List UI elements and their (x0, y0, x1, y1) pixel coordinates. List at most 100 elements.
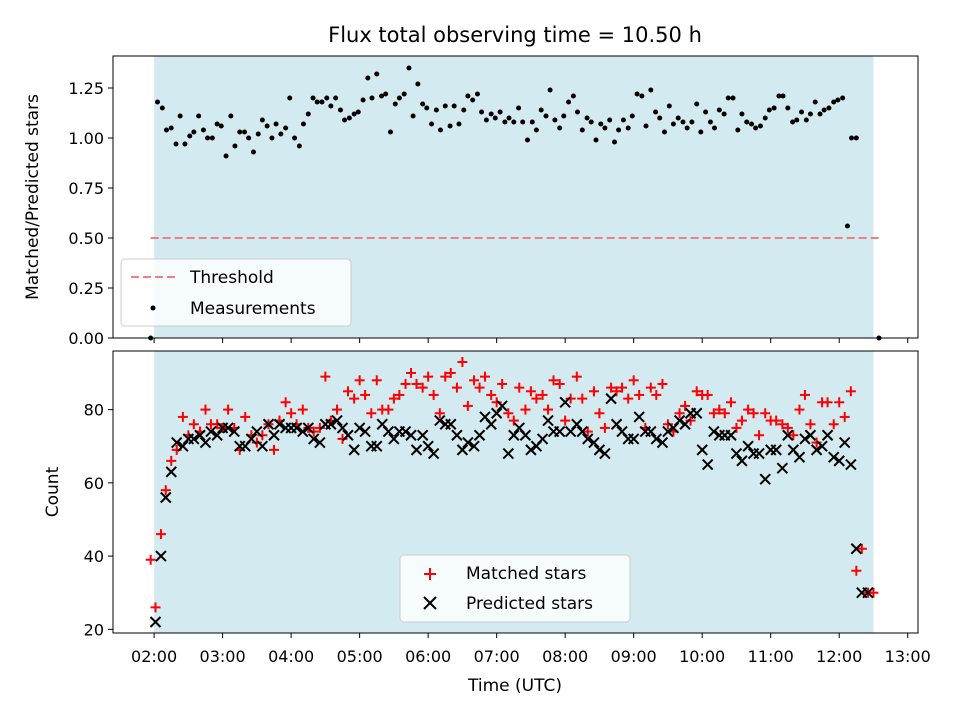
matched-star-point (423, 371, 434, 382)
predicted-star-point (211, 429, 223, 441)
x-axis-label: Time (UTC) (467, 676, 562, 696)
matched-star-point (212, 419, 223, 430)
measurement-point (342, 117, 348, 123)
measurement-point (803, 117, 809, 123)
measurement-point (570, 93, 576, 99)
matched-star-point (388, 393, 399, 404)
measurement-point (379, 93, 385, 99)
measurement-point (821, 107, 827, 113)
matched-star-point (571, 371, 582, 382)
matched-star-point (486, 389, 497, 400)
matched-star-point (828, 419, 839, 430)
predicted-star-point (701, 458, 714, 471)
top-y-tick-label: 0.00 (68, 329, 104, 348)
bottom-legend: Matched stars Predicted stars (399, 554, 631, 623)
predicted-star-point (353, 422, 366, 434)
matched-star-point (868, 587, 879, 598)
matched-star-point (714, 404, 725, 415)
matched-star-point (685, 415, 696, 426)
predicted-star-point (742, 440, 754, 452)
measurement-point (163, 127, 169, 133)
measurement-point (835, 97, 841, 103)
predicted-star-point (553, 425, 566, 438)
measurement-point (776, 93, 782, 99)
measurement-point (547, 87, 553, 93)
measurement-point (447, 123, 453, 129)
matched-star-point (525, 386, 536, 397)
measurement-point (735, 127, 741, 133)
predicted-star-point (371, 440, 383, 452)
measurement-point (694, 101, 700, 107)
legend-predicted-swatch (423, 596, 437, 610)
measurement-point (634, 91, 640, 97)
matched-star-point (651, 389, 662, 400)
measurement-point (200, 127, 206, 133)
matched-star-point (782, 422, 793, 433)
predicted-star-point (736, 455, 748, 467)
measurement-point (602, 125, 608, 131)
measurement-point (639, 93, 645, 99)
predicted-star-point (228, 425, 240, 438)
predicted-star-point (679, 418, 691, 430)
matched-star-point (462, 400, 473, 411)
matched-star-point (251, 437, 262, 448)
measurement-point (429, 121, 435, 127)
matched-star-point (611, 386, 622, 397)
matched-star-point (794, 404, 805, 415)
measurement-point (273, 121, 279, 127)
measurement-point (593, 137, 599, 143)
measurement-point (465, 93, 471, 99)
predicted-star-point (382, 425, 395, 438)
measurement-point (451, 103, 457, 109)
measurement-point (506, 115, 512, 121)
matched-star-point (657, 378, 668, 389)
predicted-star-point (171, 436, 183, 449)
predicted-star-point (273, 418, 286, 430)
measurement-point (670, 121, 676, 127)
predicted-star-point (645, 425, 657, 438)
top-legend-box (120, 258, 352, 327)
matched-star-point (400, 378, 411, 389)
predicted-star-point (336, 422, 349, 434)
matched-star-point (514, 382, 525, 393)
measurement-point (785, 105, 791, 111)
matched-star-point (308, 426, 319, 437)
matched-star-point (200, 404, 211, 415)
measurement-point (844, 223, 850, 229)
matched-star-point (342, 386, 353, 397)
predicted-star-point (862, 587, 874, 599)
predicted-star-point (542, 414, 554, 427)
measurement-point (588, 119, 594, 125)
predicted-star-point (388, 433, 400, 445)
bottom-y-axis-label: Count (43, 466, 63, 517)
predicted-star-point (770, 444, 782, 456)
measurement-point (442, 103, 448, 109)
predicted-star-point (582, 433, 594, 445)
measurement-point (182, 141, 188, 147)
top-y-tick-label: 1.00 (68, 129, 104, 148)
predicted-star-point (799, 433, 811, 445)
predicted-star-point (793, 451, 806, 463)
measurement-point (502, 119, 508, 125)
measurement-point (483, 117, 489, 123)
measurement-point (529, 119, 535, 125)
measurement-point (259, 117, 265, 123)
predicted-star-point (473, 429, 486, 441)
matched-star-point (606, 382, 617, 393)
measurement-point (250, 149, 256, 155)
measurement-point (566, 99, 572, 105)
matched-star-point (736, 415, 747, 426)
predicted-star-point (828, 451, 840, 463)
matched-star-point (286, 408, 297, 419)
bottom-x-tick-label: 08:00 (542, 647, 588, 666)
predicted-star-point (194, 429, 206, 441)
measurement-point (396, 95, 402, 101)
matched-star-point (223, 404, 234, 415)
measurement-point (365, 75, 371, 81)
bottom-x-tick-label: 06:00 (405, 647, 451, 666)
matched-star-point (457, 356, 468, 367)
measurement-point (292, 135, 298, 141)
matched-star-point (314, 422, 325, 433)
measurement-point (543, 113, 549, 119)
measurement-point (242, 129, 248, 135)
